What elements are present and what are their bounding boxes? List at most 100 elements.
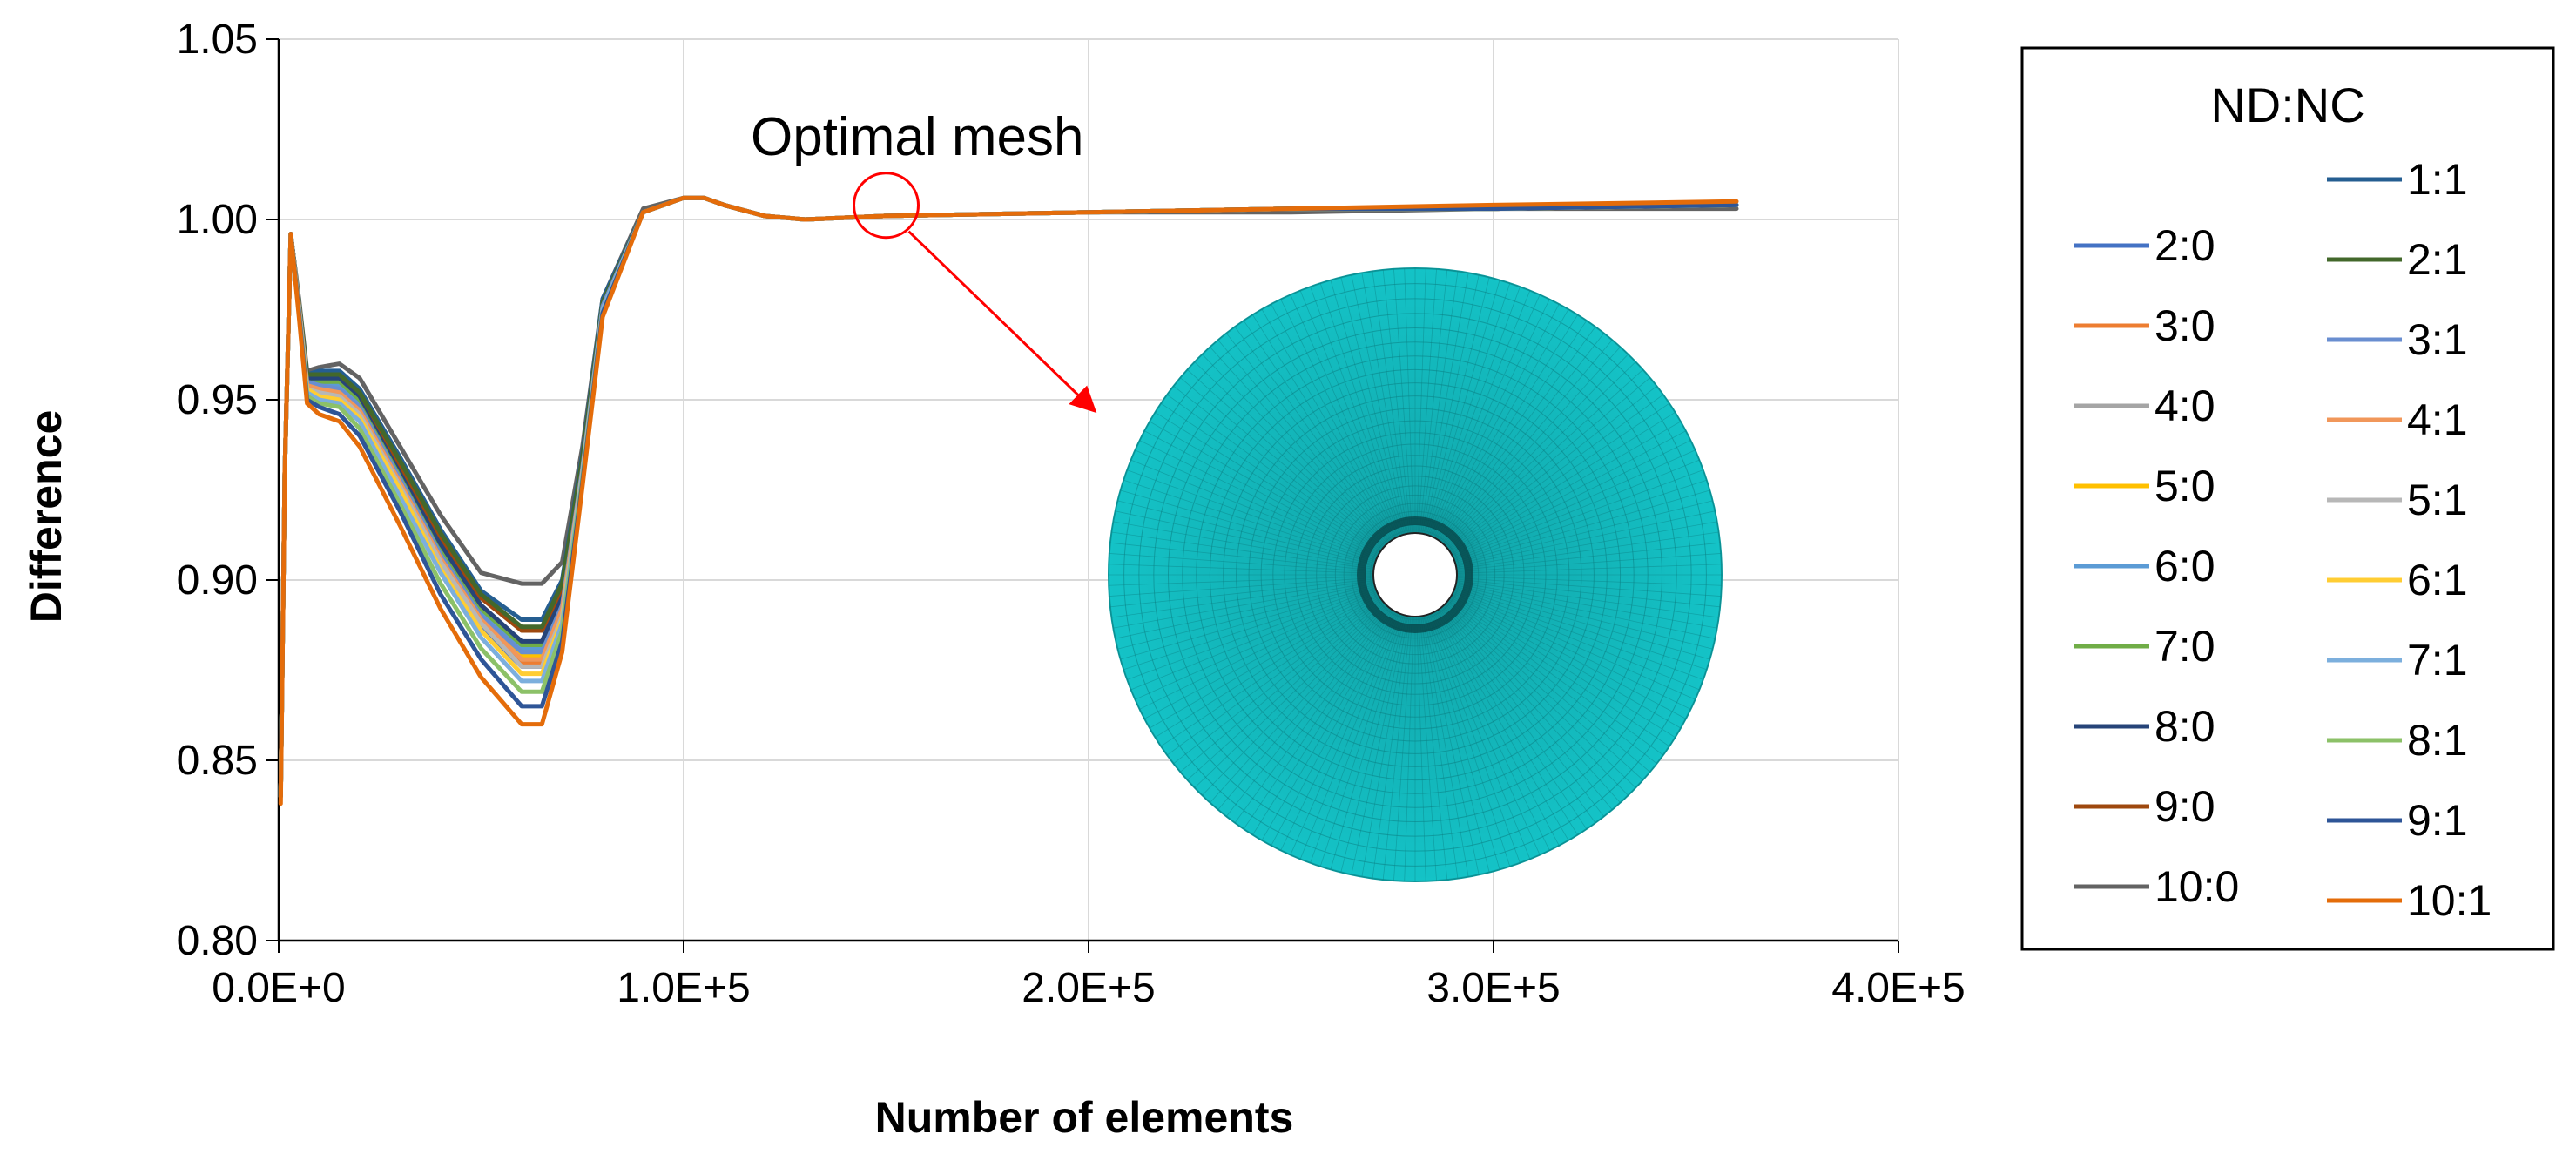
mesh-spoke (1432, 612, 1541, 855)
mesh-spoke (1290, 612, 1399, 855)
mesh-ring (1167, 327, 1663, 823)
mesh-spoke (1120, 585, 1375, 660)
mesh-spoke (1361, 273, 1409, 534)
mesh-ring (1153, 313, 1677, 837)
mesh-spoke (1166, 598, 1382, 756)
mesh-spoke (1217, 606, 1389, 810)
mesh-spoke (1194, 604, 1386, 788)
mesh-spoke (1372, 616, 1410, 879)
mesh-spoke (1446, 377, 1650, 549)
mesh-spoke (1432, 294, 1541, 537)
mesh-spoke (1372, 271, 1410, 534)
y-tick-label: 0.85 (177, 738, 258, 784)
mesh-spoke (1455, 584, 1713, 650)
mesh-spoke (1433, 611, 1550, 851)
mesh-spoke (1404, 616, 1414, 881)
mesh-spoke (1446, 602, 1643, 780)
mesh-spoke (1280, 299, 1398, 538)
y-tick-label: 0.80 (177, 918, 258, 964)
legend-label: 7:0 (2155, 622, 2215, 671)
mesh-spoke (1456, 553, 1722, 573)
mesh-spoke (1382, 269, 1412, 534)
mesh-spoke (1439, 608, 1596, 824)
mesh-spoke (1417, 268, 1437, 534)
mesh-spoke (1290, 294, 1399, 537)
mesh-spoke (1426, 615, 1500, 870)
legend-label: 5:0 (2155, 462, 2215, 510)
mesh-ring (1284, 443, 1547, 706)
mesh-spoke (1455, 585, 1710, 660)
mesh-spoke (1448, 598, 1664, 756)
mesh-spoke (1271, 611, 1396, 846)
mesh-spoke (1330, 280, 1405, 535)
mesh-spoke (1160, 597, 1381, 747)
mesh-spoke (1180, 601, 1384, 773)
mesh-spoke (1455, 500, 1713, 565)
mesh-spoke (1160, 402, 1381, 552)
mesh-spoke (1113, 581, 1374, 629)
mesh-ring (1209, 368, 1622, 781)
mesh-spoke (1310, 613, 1401, 863)
y-tick-label: 0.95 (177, 377, 258, 423)
mesh-ring (1138, 298, 1692, 852)
mesh-spoke (1449, 402, 1670, 552)
mesh-spoke (1430, 290, 1531, 537)
mesh-spoke (1426, 280, 1500, 535)
mesh-spoke (1429, 287, 1521, 537)
series-lines (278, 195, 1739, 806)
legend-label: 3:0 (2155, 301, 2215, 350)
mesh-spoke (1446, 369, 1643, 548)
mesh-spoke (1455, 510, 1716, 567)
mesh-spoke (1144, 430, 1379, 556)
legend-label: 5:1 (2407, 476, 2468, 524)
mesh-spoke (1210, 347, 1388, 544)
mesh-ring (1305, 465, 1525, 685)
mesh-spoke (1109, 578, 1374, 608)
mesh-spoke (1120, 489, 1375, 564)
mesh-spoke (1425, 615, 1490, 873)
mesh-spoke (1109, 553, 1374, 573)
mesh-spoke (1113, 521, 1374, 569)
mesh-spoke (1421, 273, 1469, 534)
legend-label: 10:1 (2407, 876, 2492, 925)
y-tick-label: 1.05 (177, 17, 258, 63)
mesh-spoke (1202, 354, 1386, 545)
mesh-spoke (1444, 604, 1629, 796)
mesh-spoke (1416, 616, 1426, 881)
legend-label: 4:1 (2407, 395, 2468, 444)
legend-label: 4:0 (2155, 381, 2215, 430)
mesh-spoke (1421, 616, 1469, 877)
mesh-spoke (1115, 583, 1375, 639)
mesh-spoke (1243, 609, 1393, 830)
y-axis-title: Difference (22, 410, 71, 624)
mesh-spoke (1127, 469, 1377, 561)
mesh-spoke (1456, 521, 1717, 569)
mesh-spoke (1109, 577, 1374, 597)
mesh-spoke (1310, 287, 1401, 537)
legend: ND:NC 2:0 3:0 4:0 5:0 6:0 7:0 8:0 9:0 10:0 1:1 2:1… (2020, 46, 2555, 951)
mesh-spoke (1180, 377, 1384, 549)
y-tick-label: 1.00 (177, 197, 258, 243)
mesh-spoke (1155, 412, 1380, 553)
mesh-spoke (1419, 616, 1448, 881)
mesh-spoke (1135, 591, 1378, 700)
mesh-spoke (1453, 469, 1703, 561)
mesh-spoke (1130, 590, 1377, 691)
mesh-spoke (1453, 591, 1696, 700)
mesh-spoke (1448, 394, 1664, 551)
legend-box (2020, 46, 2555, 951)
annotation-arrow (907, 230, 1097, 414)
mesh-spoke (1441, 340, 1613, 543)
mesh-ring (1316, 476, 1514, 674)
x-tick-label: 1.0E+5 (617, 965, 750, 1011)
mesh-spoke (1450, 597, 1676, 738)
mesh-spoke (1234, 608, 1392, 824)
mesh-spoke (1420, 271, 1459, 534)
x-tick-label: 4.0E+5 (1831, 965, 1965, 1011)
mesh-spoke (1451, 421, 1682, 555)
mesh-spoke (1425, 277, 1490, 535)
mesh-spoke (1111, 580, 1374, 618)
mesh-spoke (1453, 589, 1703, 680)
mesh-spoke (1123, 587, 1376, 671)
